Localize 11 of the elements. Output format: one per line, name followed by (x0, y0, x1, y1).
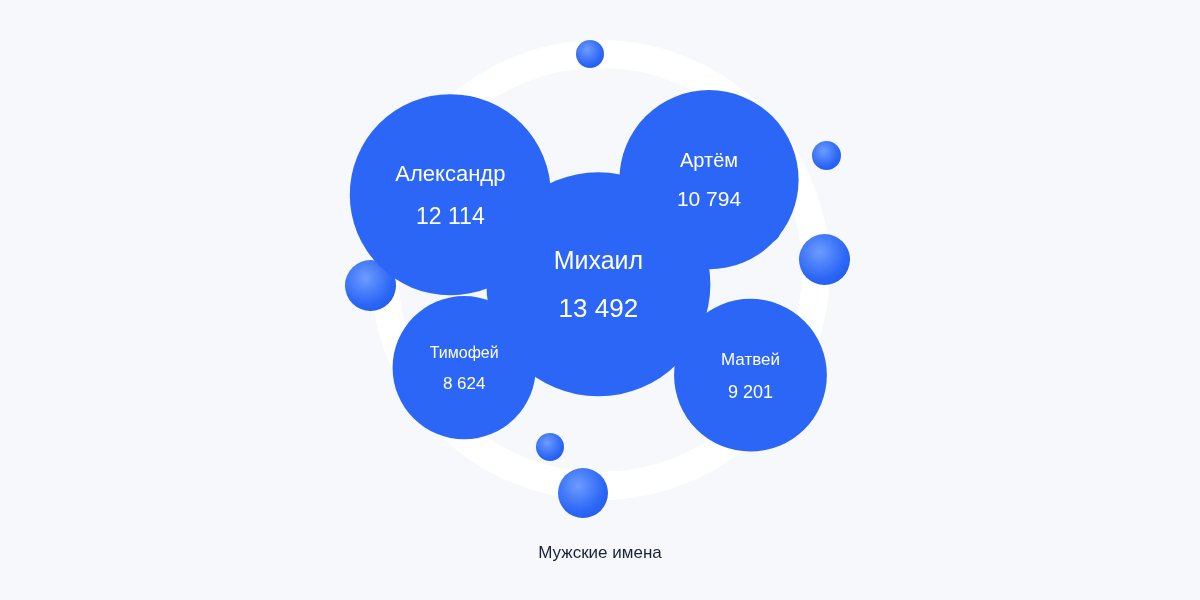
category-label: Артём (679, 149, 739, 172)
category-label: Михаил (553, 245, 644, 274)
category-label: Александр (395, 160, 506, 186)
data-label: 12 114 (416, 203, 485, 230)
data-label: 9 201 (727, 381, 773, 402)
data-label: 10 794 (676, 187, 742, 211)
text: Мужские имена (538, 542, 663, 562)
category-label: Тимофей (429, 343, 499, 361)
data-label: 13 492 (558, 293, 639, 324)
data-label: 8 624 (442, 373, 486, 393)
category-label: Матвей (720, 349, 780, 369)
